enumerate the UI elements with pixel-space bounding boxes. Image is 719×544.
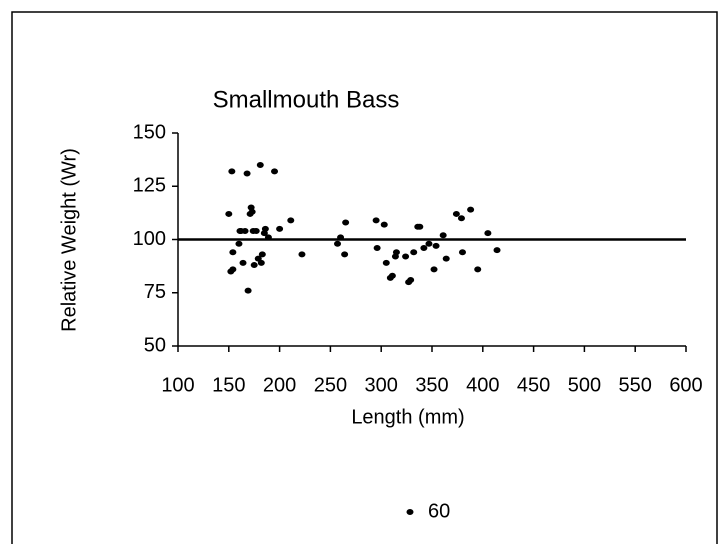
x-tick-label: 300 — [365, 374, 398, 396]
data-point — [276, 225, 284, 232]
data-point — [228, 168, 236, 175]
data-point — [410, 249, 418, 256]
data-point — [430, 266, 438, 273]
data-point — [493, 247, 501, 254]
data-point — [341, 251, 349, 258]
data-point — [439, 232, 447, 239]
x-tick-label: 450 — [517, 374, 550, 396]
data-point — [271, 168, 279, 175]
x-axis-label: Length (mm) — [351, 406, 464, 428]
data-point — [372, 217, 380, 224]
y-tick-label: 75 — [144, 281, 166, 303]
data-point — [256, 161, 264, 168]
data-point — [402, 253, 410, 260]
data-point — [252, 227, 260, 234]
data-point — [416, 223, 424, 230]
data-point — [337, 234, 345, 241]
data-point — [474, 266, 482, 273]
data-point — [261, 225, 269, 232]
data-point — [229, 249, 237, 256]
y-tick-label: 100 — [133, 228, 166, 250]
data-point — [225, 210, 233, 217]
data-point — [257, 259, 265, 266]
data-point — [380, 221, 388, 228]
data-point — [457, 215, 465, 222]
x-tick-label: 200 — [263, 374, 296, 396]
data-point — [458, 249, 466, 256]
data-point — [264, 234, 272, 241]
x-tick-label: 400 — [466, 374, 499, 396]
data-point — [248, 208, 256, 215]
data-point — [250, 262, 258, 269]
legend-label: 60 — [428, 500, 450, 522]
data-point — [382, 259, 390, 266]
x-tick-label: 100 — [161, 374, 194, 396]
data-point — [392, 249, 400, 256]
data-point — [442, 255, 450, 262]
data-point — [241, 227, 249, 234]
legend-marker — [406, 509, 414, 515]
data-point — [452, 210, 460, 217]
x-tick-label: 150 — [212, 374, 245, 396]
data-point — [484, 230, 492, 237]
x-tick-label: 350 — [415, 374, 448, 396]
data-point — [342, 219, 350, 226]
chart-title: Smallmouth Bass — [213, 86, 400, 113]
data-point — [298, 251, 306, 258]
data-point — [373, 245, 381, 252]
data-point — [244, 287, 252, 294]
chart-frame — [11, 11, 718, 544]
x-tick-label: 500 — [568, 374, 601, 396]
data-point — [235, 240, 243, 247]
y-axis-label: Relative Weight (Wr) — [58, 148, 80, 332]
data-point — [407, 276, 415, 283]
y-tick-label: 125 — [133, 175, 166, 197]
x-tick-label: 250 — [314, 374, 347, 396]
data-point — [239, 259, 247, 266]
x-tick-label: 600 — [669, 374, 702, 396]
data-point — [425, 240, 433, 247]
data-point — [258, 251, 266, 258]
data-point — [334, 240, 342, 247]
data-point — [243, 170, 251, 177]
data-point — [467, 206, 475, 213]
x-tick-label: 550 — [619, 374, 652, 396]
data-point — [287, 217, 295, 224]
data-point — [388, 272, 396, 279]
data-point — [432, 242, 440, 249]
y-tick-label: 150 — [133, 121, 166, 143]
y-tick-label: 50 — [144, 334, 166, 356]
data-point — [420, 245, 428, 252]
data-point — [229, 266, 237, 273]
